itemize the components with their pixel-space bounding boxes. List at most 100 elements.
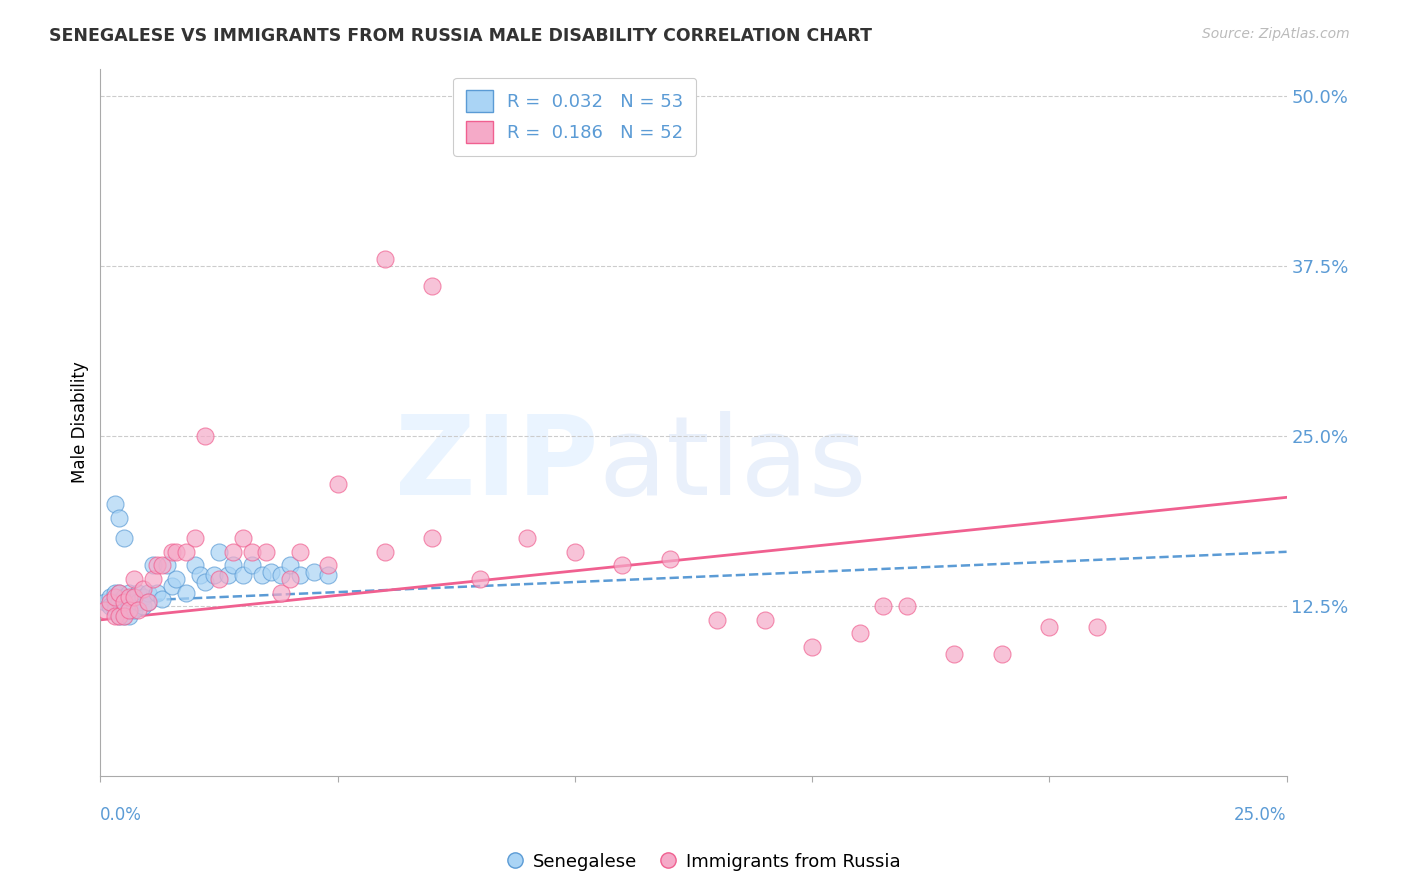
Point (94, 603, 117, 617)
Point (188, 568, 211, 582)
Point (132, 590, 155, 604)
Point (896, 599, 918, 614)
Point (612, 558, 634, 573)
Point (754, 613, 776, 627)
Point (288, 568, 311, 582)
Point (122, 572, 145, 586)
Point (112, 608, 135, 623)
Point (194, 429, 217, 443)
Point (217, 568, 239, 582)
Point (165, 572, 187, 586)
Point (240, 558, 263, 573)
Point (1085, 620, 1108, 634)
Point (302, 566, 325, 580)
Point (112, 595, 135, 609)
Point (165, 545, 187, 559)
Point (222, 545, 245, 559)
Point (160, 545, 183, 559)
Point (103, 585, 125, 599)
Point (1038, 620, 1060, 634)
Point (136, 585, 159, 599)
Point (422, 279, 444, 293)
Point (112, 595, 135, 609)
Point (184, 558, 207, 573)
Text: atlas: atlas (599, 411, 868, 518)
Point (943, 647, 966, 661)
Point (194, 574, 217, 589)
Point (141, 558, 163, 573)
Point (288, 545, 311, 559)
Point (468, 572, 491, 586)
Point (202, 568, 225, 582)
Legend: Senegalese, Immigrants from Russia: Senegalese, Immigrants from Russia (498, 845, 908, 879)
Point (118, 599, 141, 614)
Point (118, 585, 141, 599)
Point (222, 558, 245, 573)
Point (108, 608, 131, 623)
Point (112, 531, 135, 545)
Point (98, 595, 121, 609)
Point (103, 497, 125, 511)
Point (208, 545, 231, 559)
Point (136, 595, 159, 609)
Point (122, 590, 145, 604)
Point (422, 531, 444, 545)
Point (103, 595, 125, 609)
Point (108, 510, 131, 524)
Point (122, 595, 145, 609)
Point (232, 531, 254, 545)
Point (122, 603, 145, 617)
Point (240, 545, 263, 559)
Point (103, 590, 125, 604)
Point (260, 566, 283, 580)
Point (706, 613, 728, 627)
Point (516, 531, 538, 545)
Point (118, 603, 141, 617)
Point (278, 558, 301, 573)
Point (991, 647, 1014, 661)
Point (250, 568, 273, 582)
Point (658, 551, 681, 566)
Text: 0.0%: 0.0% (100, 806, 142, 824)
Y-axis label: Male Disability: Male Disability (72, 361, 89, 483)
Point (98, 599, 121, 614)
Text: SENEGALESE VS IMMIGRANTS FROM RUSSIA MALE DISABILITY CORRELATION CHART: SENEGALESE VS IMMIGRANTS FROM RUSSIA MAL… (49, 27, 872, 45)
Point (108, 595, 131, 609)
Point (118, 608, 141, 623)
Point (103, 608, 125, 623)
Point (108, 608, 131, 623)
Point (848, 626, 870, 640)
Text: Source: ZipAtlas.com: Source: ZipAtlas.com (1202, 27, 1350, 41)
Point (108, 585, 131, 599)
Point (270, 585, 292, 599)
Point (564, 545, 586, 559)
Point (801, 640, 824, 654)
Point (316, 558, 339, 573)
Text: 25.0%: 25.0% (1234, 806, 1286, 824)
Point (122, 590, 145, 604)
Point (160, 579, 183, 593)
Point (136, 595, 159, 609)
Point (112, 590, 135, 604)
Point (150, 592, 173, 607)
Text: ZIP: ZIP (395, 411, 599, 518)
Point (174, 585, 197, 599)
Point (156, 558, 179, 573)
Point (132, 599, 155, 614)
Point (127, 603, 149, 617)
Point (127, 585, 149, 599)
Point (112, 603, 135, 617)
Point (374, 252, 396, 266)
Point (208, 572, 231, 586)
Point (108, 603, 131, 617)
Point (174, 545, 197, 559)
Point (326, 476, 349, 491)
Point (94, 595, 117, 609)
Point (278, 572, 301, 586)
Legend: R =  0.032   N = 53, R =  0.186   N = 52: R = 0.032 N = 53, R = 0.186 N = 52 (453, 78, 696, 156)
Point (872, 599, 894, 614)
Point (146, 558, 169, 573)
Point (103, 603, 125, 617)
Point (118, 590, 141, 604)
Point (150, 558, 173, 573)
